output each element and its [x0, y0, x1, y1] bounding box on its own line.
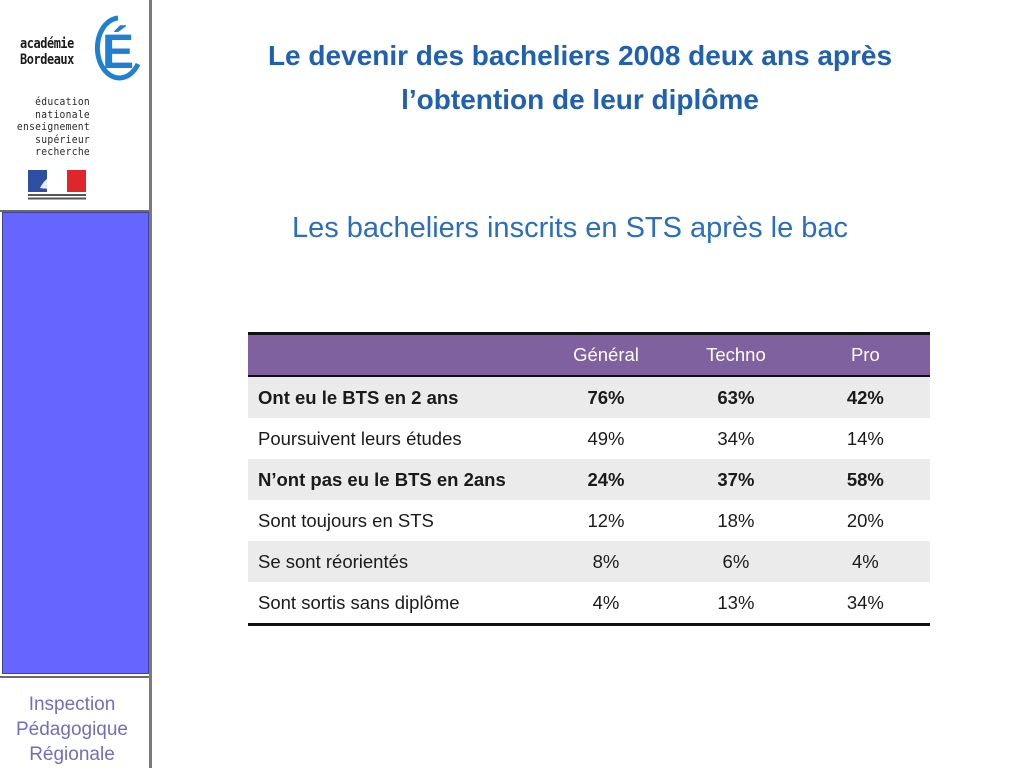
logo-sub-line: recherche: [35, 146, 90, 158]
academie-e-icon: É: [94, 15, 141, 81]
table-cell: 34%: [846, 592, 884, 613]
logo-sub-line: supérieur: [35, 133, 90, 146]
inspection-line: Inspection: [28, 694, 116, 715]
table-row: Se sont réorientés 8% 6% 4%: [248, 541, 930, 582]
row-label: Sont sortis sans diplôme: [258, 592, 460, 613]
table-cell: 12%: [587, 510, 625, 531]
row-label: Poursuivent leurs études: [258, 428, 462, 449]
table-row: Sont sortis sans diplôme 4% 13% 34%: [248, 582, 930, 625]
row-label: Ont eu le BTS en 2 ans: [248, 375, 541, 418]
table-cell: 42%: [800, 375, 930, 418]
inspection-line: Pédagogique: [16, 719, 128, 740]
table-cell: 63%: [671, 375, 801, 418]
table-cell: 37%: [671, 459, 801, 500]
logo-sub-line: éducation: [35, 96, 90, 108]
slide-title-line2: l’obtention de leur diplôme: [401, 84, 759, 115]
table-row: N’ont pas eu le BTS en 2ans 24% 37% 58%: [248, 459, 930, 500]
table-cell: 34%: [717, 428, 755, 449]
slide-title: Le devenir des bacheliers 2008 deux ans …: [190, 34, 970, 122]
row-label: N’ont pas eu le BTS en 2ans: [248, 459, 541, 500]
slide-title-line1: Le devenir des bacheliers 2008 deux ans …: [267, 40, 893, 71]
table-header-cell: [248, 333, 541, 376]
logo-sub-line: nationale: [35, 108, 90, 121]
republique-motto-icon: [28, 194, 86, 200]
logo-academie-line1: académie: [20, 36, 74, 52]
svg-text:É: É: [102, 25, 134, 79]
table-row: Sont toujours en STS 12% 18% 20%: [248, 500, 930, 541]
table-cell: 18%: [717, 510, 755, 531]
table-cell: 4%: [800, 541, 930, 582]
table-row: Ont eu le BTS en 2 ans 76% 63% 42%: [248, 375, 930, 418]
row-label: Sont toujours en STS: [258, 510, 434, 531]
academie-logo: académie Bordeaux É éducation nationale …: [0, 0, 149, 212]
table-cell: 6%: [671, 541, 801, 582]
table-header-cell: Pro: [800, 333, 930, 376]
inspection-line: Régionale: [29, 744, 115, 765]
sidebar-blue-panel: [2, 212, 149, 674]
table-cell: 20%: [846, 510, 884, 531]
table-cell: 14%: [846, 428, 884, 449]
inspection-label-box: Inspection Pédagogique Régionale: [0, 676, 149, 770]
table-header-row: Général Techno Pro: [248, 333, 930, 376]
results-table: Général Techno Pro Ont eu le BTS en 2 an…: [248, 332, 930, 626]
table-header-cell: Techno: [671, 333, 801, 376]
table-cell: 58%: [800, 459, 930, 500]
table-cell: 13%: [717, 592, 755, 613]
row-label: Se sont réorientés: [248, 541, 541, 582]
logo-academie-text: académie Bordeaux: [20, 36, 74, 68]
sidebar: académie Bordeaux É éducation nationale …: [0, 0, 152, 770]
table-row: Poursuivent leurs études 49% 34% 14%: [248, 418, 930, 459]
inspection-label: Inspection Pédagogique Régionale: [0, 692, 144, 767]
logo-academie-line2: Bordeaux: [20, 52, 74, 68]
table-cell: 24%: [540, 459, 672, 500]
table-cell: 8%: [540, 541, 672, 582]
republique-flag-icon: [28, 170, 86, 192]
table-cell: 4%: [592, 592, 620, 613]
table-header-cell: Général: [540, 333, 672, 376]
logo-sub-line: enseignement: [16, 121, 90, 133]
table-cell: 76%: [540, 375, 672, 418]
table-cell: 49%: [587, 428, 625, 449]
logo-ministry-text: éducation nationale enseignement supérie…: [15, 96, 90, 159]
slide-subtitle: Les bacheliers inscrits en STS après le …: [291, 212, 849, 244]
